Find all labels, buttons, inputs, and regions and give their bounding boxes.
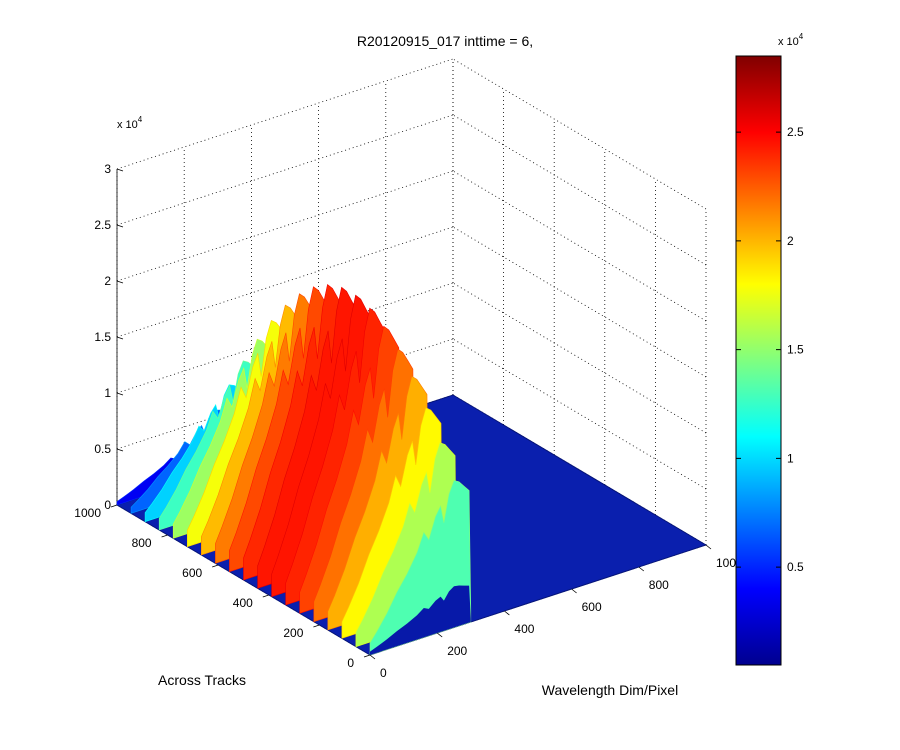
y-tick-label: 1000	[74, 506, 101, 520]
y-tick-mark	[161, 534, 168, 538]
x-tick-label: 400	[514, 622, 534, 636]
z-tick-mark	[116, 336, 124, 340]
x-tick-mark	[705, 544, 712, 550]
z-exponent: x 104	[117, 115, 143, 131]
z-tick-label: 0	[104, 498, 111, 512]
colorbar-tick-label: 2.5	[787, 125, 804, 139]
y-tick-label: 800	[132, 536, 152, 550]
y-tick-label: 200	[283, 626, 303, 640]
x-tick-mark	[638, 566, 645, 572]
surface-plot	[115, 283, 708, 656]
grid-line-side-z	[452, 170, 707, 322]
z-tick-label: 1	[104, 386, 111, 400]
x-tick-mark	[504, 610, 510, 616]
x-tick-mark	[436, 632, 443, 638]
colorbar-tick-label: 1.5	[787, 343, 804, 357]
x-tick-label: 0	[380, 666, 387, 680]
colorbar: x 104 0.5 1 1.5 2 2.5	[735, 32, 804, 666]
grid-line-side-z	[452, 58, 707, 210]
x-tick-label: 800	[649, 578, 669, 592]
colorbar-gradient	[735, 55, 782, 666]
y-tick-label: 0	[347, 656, 354, 670]
y-tick-mark	[313, 624, 320, 628]
z-tick-label: 1.5	[94, 330, 111, 344]
z-tick-mark	[116, 280, 124, 284]
grid-line-back-z	[116, 226, 454, 338]
y-tick-mark	[110, 504, 118, 508]
z-tick-label: 2.5	[94, 218, 111, 232]
z-tick-mark	[116, 168, 124, 172]
z-tick-label: 0.5	[94, 442, 111, 456]
colorbar-tick-label: 1	[787, 451, 794, 465]
x-tick-label: 600	[582, 600, 602, 614]
grid-line-side-z	[452, 226, 707, 378]
colorbar-exponent: x 104	[778, 32, 804, 48]
y-axis-label: Across Tracks	[158, 672, 246, 688]
x-tick-mark	[571, 588, 577, 594]
colorbar-tick-label: 0.5	[787, 560, 804, 574]
grid-line-back-z	[116, 170, 454, 282]
y-tick-label: 400	[233, 596, 253, 610]
grid-line-side-z	[452, 114, 707, 266]
x-tick-label: 200	[447, 644, 467, 658]
y-tick-mark	[212, 564, 219, 568]
grid-line-back-z	[116, 114, 454, 226]
x-axis-label: Wavelength Dim/Pixel	[542, 682, 678, 698]
surface-front-face	[370, 585, 471, 655]
z-tick-mark	[116, 448, 124, 452]
y-tick-mark	[363, 654, 371, 658]
colorbar-tick-label: 2	[787, 234, 794, 248]
grid-line-side-z	[452, 282, 707, 434]
z-tick-label: 3	[104, 162, 111, 176]
y-tick-mark	[262, 594, 269, 598]
z-tick-label: 2	[104, 274, 111, 288]
chart-title: R20120915_017 inttime = 6,	[357, 33, 533, 49]
grid-line-back-z	[116, 58, 454, 170]
z-tick-mark	[116, 224, 124, 228]
x-tick-mark	[369, 654, 376, 660]
y-tick-label: 600	[182, 566, 202, 580]
tick-labels: 020040060080010000200400600800100000.511…	[74, 162, 743, 680]
z-tick-mark	[116, 392, 124, 396]
